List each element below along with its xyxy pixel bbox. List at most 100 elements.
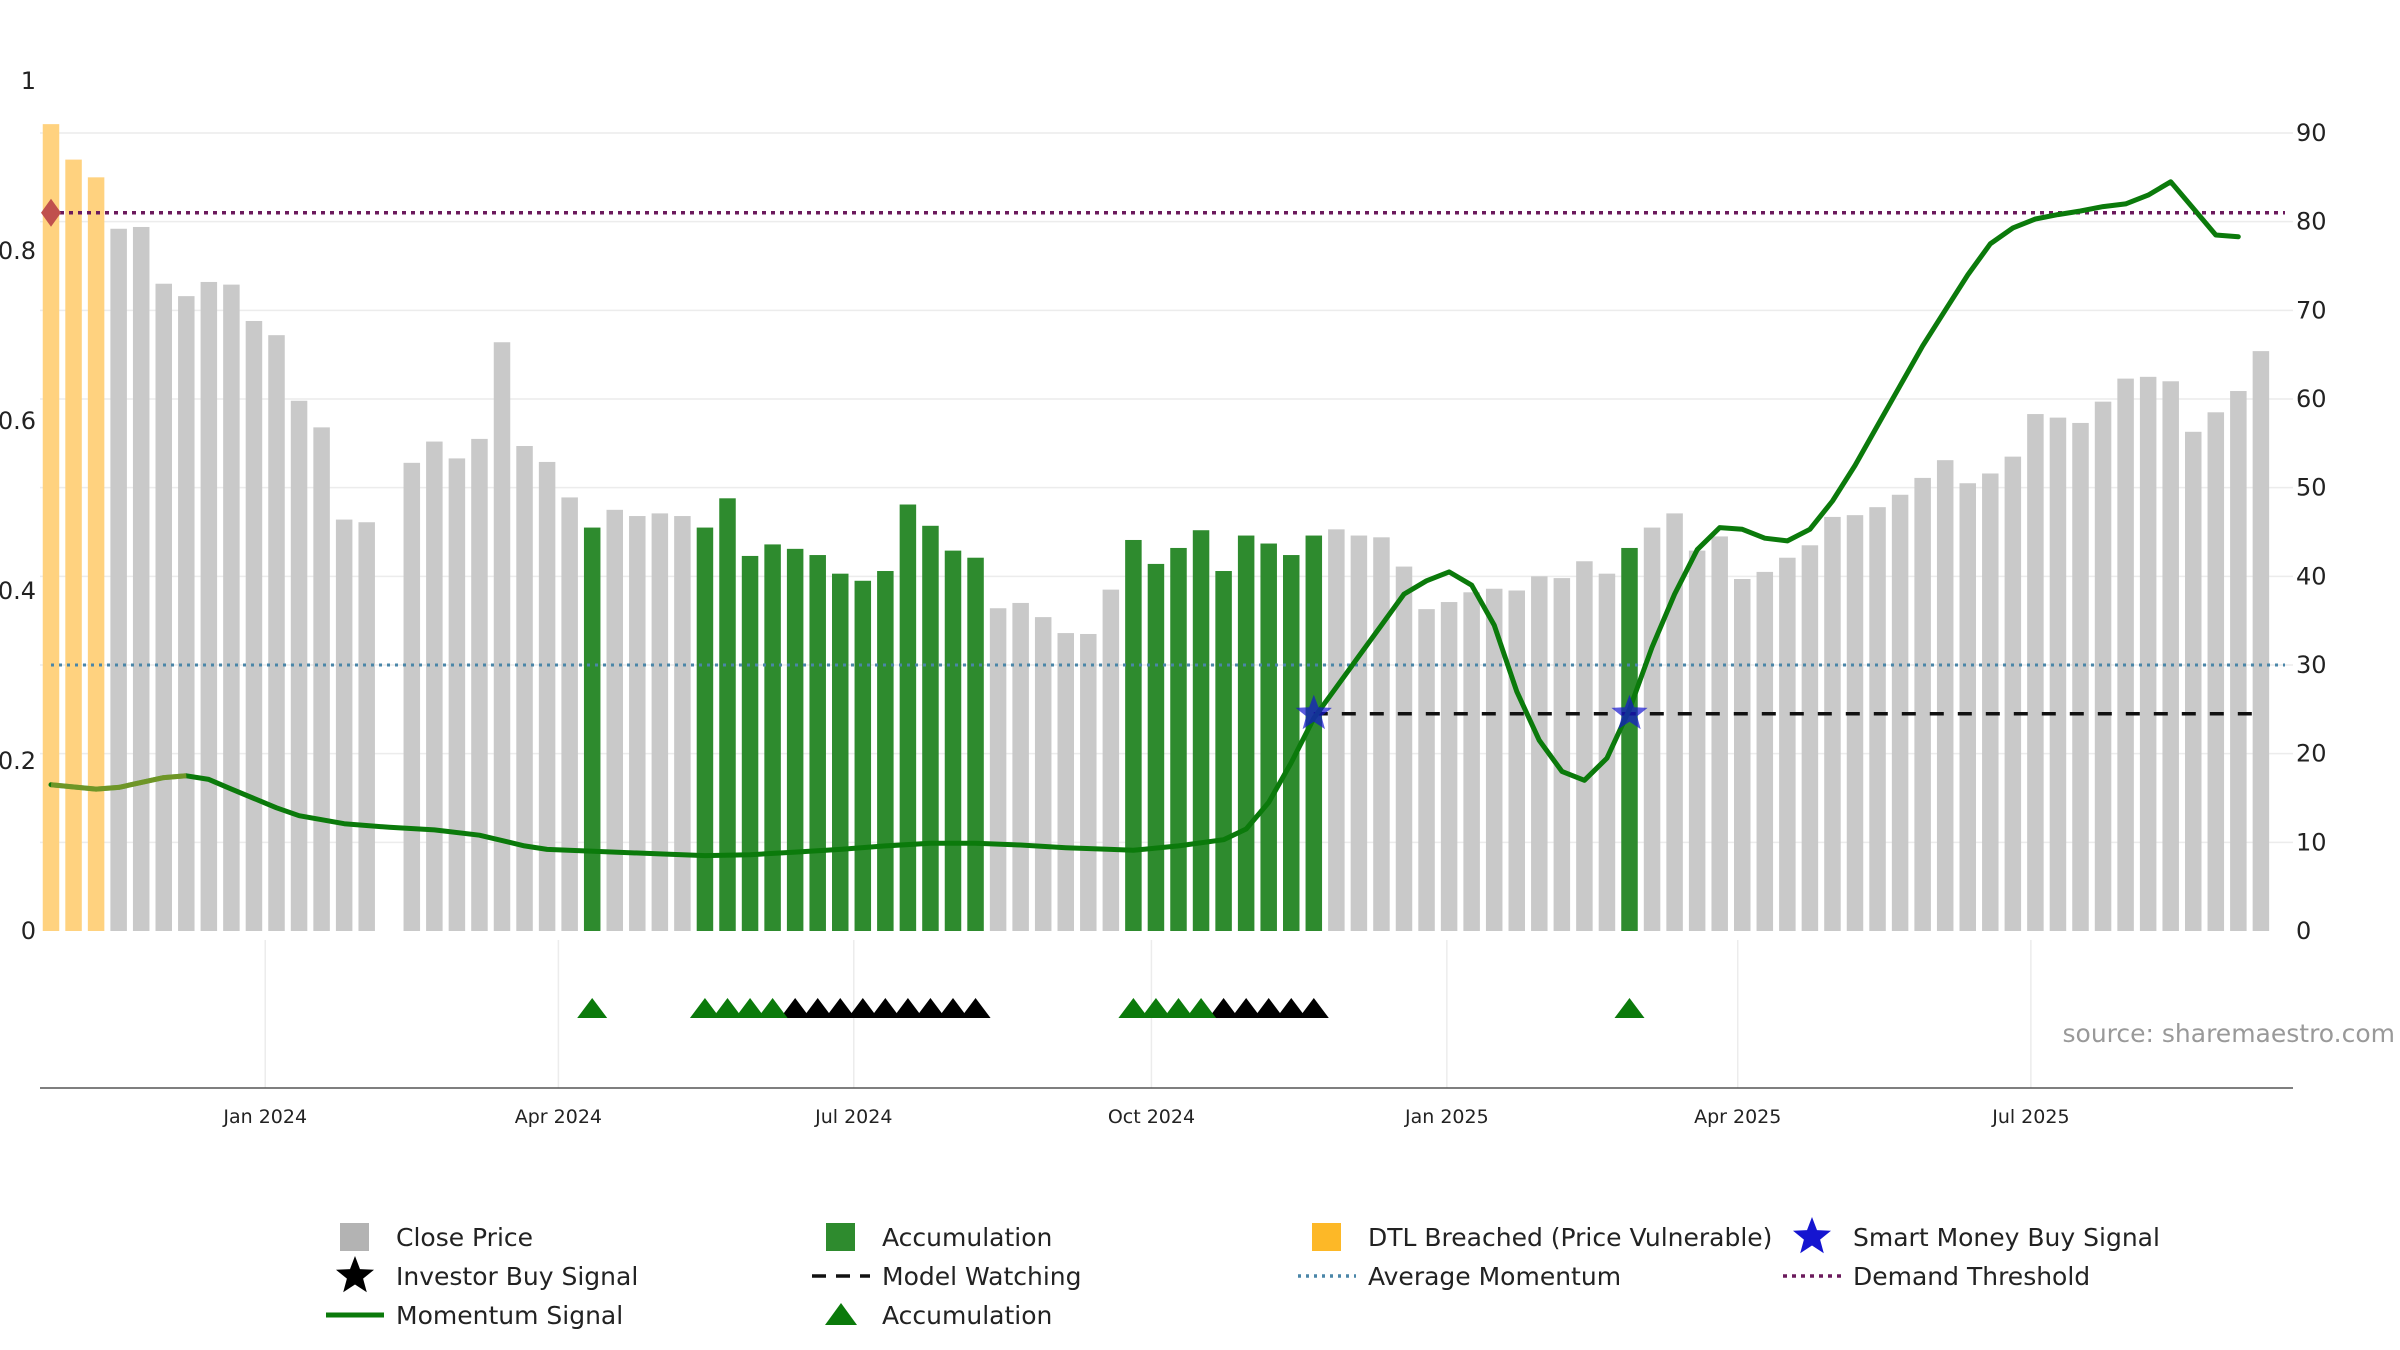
price-bar — [1959, 483, 1976, 931]
price-bar — [1914, 477, 1931, 931]
price-bar — [132, 226, 150, 931]
price-bar — [2094, 401, 2112, 931]
price-bar — [944, 550, 962, 931]
dtl-diamond-marker — [41, 198, 61, 227]
price-bar — [1260, 543, 1277, 931]
price-bar — [1034, 617, 1052, 931]
price-bar — [426, 441, 443, 931]
price-bar — [606, 509, 623, 931]
price-bar — [1779, 557, 1796, 931]
accumulation-triangle — [735, 998, 766, 1018]
legend-star-icon — [336, 1256, 374, 1293]
price-bar — [1192, 530, 1210, 931]
accumulation-triangle — [1118, 998, 1149, 1018]
price-bar — [42, 124, 60, 932]
investor-buy-triangle — [825, 998, 856, 1018]
price-bar — [854, 580, 872, 931]
price-bar — [922, 525, 939, 931]
accumulation-triangle — [689, 998, 720, 1018]
legend-item-demand_threshold: Demand Threshold — [1783, 1262, 2090, 1291]
price-bar — [786, 548, 804, 931]
investor-buy-triangle — [1253, 998, 1284, 1018]
price-bar — [1440, 602, 1458, 931]
x-tick-label: Jul 2024 — [814, 1106, 892, 1128]
right-tick-label: 30 — [2296, 651, 2327, 679]
price-bar — [2162, 381, 2179, 931]
price-bar — [471, 438, 488, 931]
price-bar — [1463, 592, 1480, 931]
legend-label: DTL Breached (Price Vulnerable) — [1368, 1223, 1772, 1252]
legend-swatch — [340, 1223, 369, 1251]
price-bar — [877, 571, 894, 931]
x-tick-label: Jul 2025 — [1991, 1106, 2069, 1128]
price-bar — [2185, 431, 2202, 931]
accumulation-triangle — [712, 998, 743, 1018]
price-bar — [1057, 633, 1074, 931]
legend-star-icon — [1793, 1217, 1831, 1254]
legend-label: Model Watching — [882, 1262, 1082, 1291]
legend-item-smart_money: Smart Money Buy Signal — [1793, 1217, 2160, 1254]
price-bar — [1621, 547, 1638, 931]
gridlines — [40, 132, 2293, 1088]
price-bars — [42, 124, 2270, 932]
price-bar — [1936, 460, 1954, 931]
legend-swatch — [826, 1223, 855, 1251]
price-bar — [1170, 547, 1187, 931]
right-tick-label: 80 — [2296, 208, 2327, 236]
legend: Close Price Accumulation DTL Breached (Pri… — [326, 1217, 2160, 1330]
price-bar — [2117, 378, 2134, 931]
price-bar — [1576, 561, 1593, 931]
price-bar — [764, 544, 781, 931]
x-tick-label: Oct 2024 — [1108, 1106, 1195, 1128]
price-bar — [1531, 576, 1548, 931]
price-bar — [335, 519, 353, 931]
accumulation-triangle — [1140, 998, 1171, 1018]
accumulation-triangle — [757, 998, 788, 1018]
price-bar — [2207, 412, 2225, 931]
investor-buy-triangle — [802, 998, 833, 1018]
left-tick-label: 0.4 — [0, 577, 36, 605]
price-bar — [741, 555, 759, 931]
price-bar — [561, 497, 578, 931]
right-tick-label: 50 — [2296, 474, 2327, 502]
price-bar — [1395, 566, 1413, 931]
x-tick-label: Jan 2024 — [222, 1106, 307, 1128]
price-bar — [629, 516, 646, 931]
signal-markers — [41, 198, 1648, 730]
investor-buy-triangle — [1231, 998, 1262, 1018]
price-bar — [1147, 563, 1165, 931]
legend-item-momentum: Momentum Signal — [326, 1301, 623, 1330]
x-tick-label: Apr 2025 — [1694, 1106, 1781, 1128]
price-bar — [674, 516, 691, 931]
price-bar — [809, 555, 826, 931]
price-bar — [1080, 633, 1097, 931]
accumulation-triangle — [577, 998, 608, 1018]
left-tick-label: 1 — [21, 67, 36, 95]
price-bar — [1305, 535, 1323, 931]
price-bar — [2139, 376, 2157, 931]
signal-lines — [48, 179, 2285, 859]
price-bar — [245, 320, 263, 931]
investor-buy-triangle — [915, 998, 946, 1018]
price-bar — [1012, 602, 1029, 931]
price-bar — [223, 284, 240, 931]
price-bar — [268, 335, 285, 931]
right-tick-label: 90 — [2296, 119, 2327, 147]
price-bar — [1553, 578, 1571, 931]
price-bar — [358, 522, 375, 931]
x-axis-ticks: Jan 2024 Apr 2024 Jul 2024 Oct 2024 Jan 2025… — [222, 1106, 2069, 1128]
legend-label: Average Momentum — [1368, 1262, 1621, 1291]
left-tick-label: 0 — [21, 917, 36, 945]
price-bar — [1328, 529, 1345, 931]
legend-label: Accumulation — [882, 1301, 1052, 1330]
price-bar — [2027, 414, 2044, 931]
price-bar — [1125, 539, 1142, 931]
price-bar — [200, 281, 218, 932]
legend-label: Investor Buy Signal — [396, 1262, 638, 1291]
accumulation-triangle — [1163, 998, 1194, 1018]
investor-buy-triangle — [892, 998, 923, 1018]
right-tick-label: 40 — [2296, 562, 2327, 590]
price-bar — [1688, 550, 1706, 931]
left-tick-label: 0.2 — [0, 747, 36, 775]
right-tick-label: 20 — [2296, 740, 2327, 768]
